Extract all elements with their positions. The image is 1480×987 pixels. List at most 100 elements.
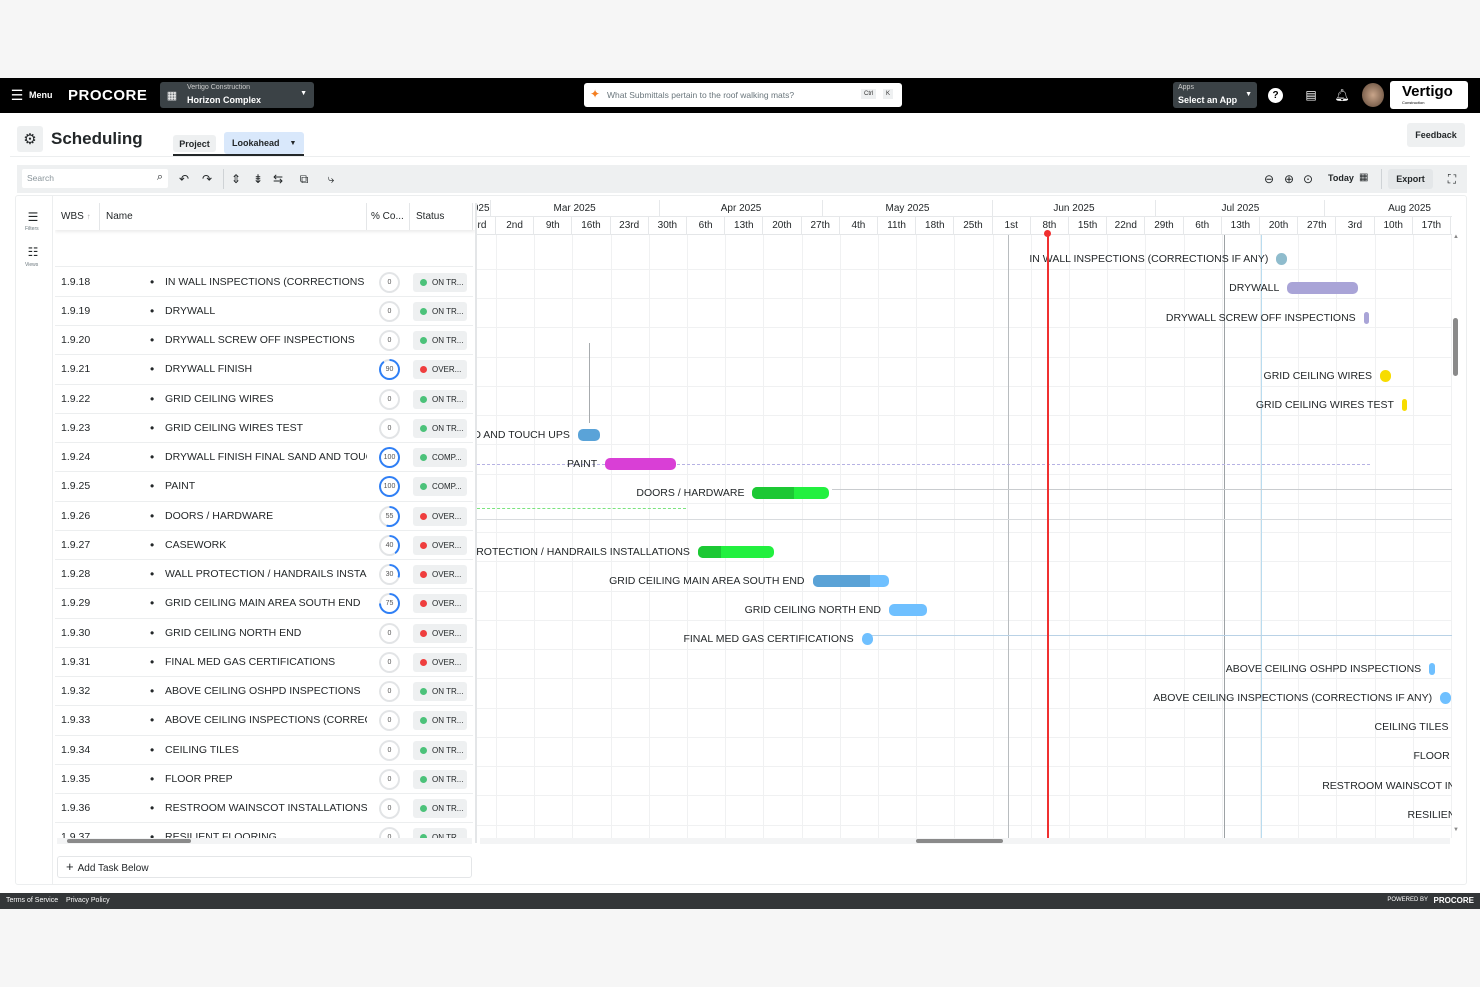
table-row[interactable]: 1.9.35 • FLOOR PREP 0 ON TR... bbox=[55, 765, 473, 795]
status-badge[interactable]: OVER... bbox=[413, 535, 467, 555]
tab-lookahead[interactable]: Lookahead ▼ bbox=[224, 132, 304, 154]
status-badge[interactable]: OVER... bbox=[413, 594, 467, 614]
table-row[interactable]: 1.9.32 • ABOVE CEILING OSHPD INSPECTIONS 0 O… bbox=[55, 677, 473, 707]
status-badge[interactable]: OVER... bbox=[413, 652, 467, 672]
table-row[interactable]: 1.9.37 • RESILIENT FLOORING 0 ON TR... bbox=[55, 823, 473, 838]
chat-icon[interactable]: ▤ bbox=[1305, 88, 1317, 102]
filter-icon[interactable]: ☰ bbox=[27, 210, 39, 224]
table-row[interactable]: 1.9.28 • WALL PROTECTION / HANDRAILS INSTA… bbox=[55, 560, 473, 590]
assist-search[interactable]: ✦ What Submittals pertain to the roof wa… bbox=[584, 83, 902, 107]
calendar-icon[interactable]: ▦ bbox=[1359, 172, 1369, 183]
task-name-cell[interactable]: DRYWALL FINISH bbox=[165, 363, 253, 376]
undo-icon[interactable]: ↶ bbox=[178, 172, 190, 186]
column-header-percent[interactable]: % Co... bbox=[367, 203, 410, 230]
task-name-cell[interactable]: DRYWALL SCREW OFF INSPECTIONS bbox=[165, 334, 355, 347]
status-badge[interactable]: COMP... bbox=[413, 448, 467, 468]
table-row[interactable]: 1.9.21 • DRYWALL FINISH 90 OVER... bbox=[55, 355, 473, 385]
status-badge[interactable]: ON TR... bbox=[413, 769, 467, 789]
task-name-cell[interactable]: DRYWALL bbox=[165, 304, 216, 317]
vertical-scroll-thumb[interactable] bbox=[1453, 318, 1458, 376]
table-row[interactable]: 1.9.34 • CEILING TILES 0 ON TR... bbox=[55, 736, 473, 765]
column-header-status[interactable]: Status bbox=[410, 203, 473, 230]
copy-view-icon[interactable]: ⧉ bbox=[299, 171, 309, 186]
column-header-name[interactable]: Name bbox=[100, 203, 367, 230]
gantt-bar[interactable] bbox=[1380, 370, 1391, 383]
gantt-bar[interactable] bbox=[697, 545, 775, 558]
gantt-bar[interactable] bbox=[812, 574, 889, 587]
table-row[interactable]: 1.9.20 • DRYWALL SCREW OFF INSPECTIONS 0 ON … bbox=[55, 326, 473, 356]
task-name-cell[interactable]: FLOOR PREP bbox=[165, 772, 233, 785]
zoom-fit-icon[interactable]: ⊙ bbox=[1302, 172, 1314, 186]
status-badge[interactable]: OVER... bbox=[413, 506, 467, 526]
status-badge[interactable]: OVER... bbox=[413, 360, 467, 380]
table-row[interactable]: 1.9.18 • IN WALL INSPECTIONS (CORRECTIONS … bbox=[55, 268, 473, 297]
project-selector[interactable]: ▦ Vertigo Construction Horizon Complex ▼ bbox=[160, 82, 314, 108]
zoom-in-icon[interactable]: ⊕ bbox=[1283, 172, 1295, 186]
gantt-bar[interactable] bbox=[752, 487, 829, 500]
help-icon[interactable]: ? bbox=[1268, 88, 1283, 103]
fullscreen-icon[interactable]: ⛶ bbox=[1447, 171, 1457, 186]
gantt-bar[interactable] bbox=[1440, 691, 1451, 704]
status-badge[interactable]: ON TR... bbox=[413, 301, 467, 321]
task-name-cell[interactable]: DRYWALL FINISH FINAL SAND AND TOUCH UPS bbox=[165, 451, 367, 464]
gantt-bar[interactable] bbox=[1276, 253, 1288, 265]
status-badge[interactable]: ON TR... bbox=[413, 740, 467, 760]
gantt-bar[interactable] bbox=[1287, 282, 1359, 295]
task-name-cell[interactable]: GRID CEILING NORTH END bbox=[165, 626, 302, 639]
column-header-wbs[interactable]: WBS ↑ bbox=[55, 203, 100, 230]
user-avatar[interactable] bbox=[1362, 83, 1384, 107]
procore-logo[interactable]: PROCORE bbox=[68, 87, 148, 104]
task-name-cell[interactable]: PAINT bbox=[165, 480, 196, 493]
task-name-cell[interactable]: ABOVE CEILING INSPECTIONS (CORRECTIONS I… bbox=[165, 714, 367, 727]
export-button[interactable]: Export bbox=[1388, 169, 1433, 189]
scroll-down-icon[interactable]: ▼ bbox=[1453, 827, 1459, 833]
table-row[interactable]: 1.9.22 • GRID CEILING WIRES 0 ON TR... bbox=[55, 385, 473, 414]
sort-asc-icon[interactable]: ↑ bbox=[86, 212, 91, 221]
tab-project[interactable]: Project bbox=[173, 135, 216, 152]
task-name-cell[interactable]: FINAL MED GAS CERTIFICATIONS bbox=[165, 655, 336, 668]
dependency-icon[interactable]: ⤷ bbox=[327, 171, 335, 186]
task-name-cell[interactable]: IN WALL INSPECTIONS (CORRECTIONS IF ANY) bbox=[165, 275, 367, 288]
expand-rows-icon[interactable]: ⇕ bbox=[230, 172, 242, 186]
table-row[interactable]: 1.9.27 • CASEWORK 40 OVER... bbox=[55, 531, 473, 561]
vertical-scrollbar[interactable]: ▲ ▼ bbox=[1453, 234, 1459, 837]
task-name-cell[interactable]: GRID CEILING WIRES bbox=[165, 392, 274, 405]
gantt-bar[interactable] bbox=[1363, 311, 1370, 324]
status-badge[interactable]: OVER... bbox=[413, 565, 467, 585]
task-name-cell[interactable]: ABOVE CEILING OSHPD INSPECTIONS bbox=[165, 685, 361, 698]
status-badge[interactable]: ON TR... bbox=[413, 272, 467, 292]
gantt-bar[interactable] bbox=[1401, 399, 1408, 412]
status-badge[interactable]: ON TR... bbox=[413, 389, 467, 409]
gantt-scroll-thumb[interactable] bbox=[916, 839, 1003, 843]
status-badge[interactable]: ON TR... bbox=[413, 711, 467, 731]
table-row[interactable]: 1.9.19 • DRYWALL 0 ON TR... bbox=[55, 297, 473, 326]
scroll-up-icon[interactable]: ▲ bbox=[1453, 234, 1459, 240]
status-badge[interactable]: ON TR... bbox=[413, 331, 467, 351]
app-selector[interactable]: Apps Select an App ▼ bbox=[1173, 82, 1257, 108]
zoom-out-icon[interactable]: ⊖ bbox=[1263, 172, 1275, 186]
status-badge[interactable]: ON TR... bbox=[413, 799, 467, 819]
table-row[interactable]: 1.9.23 • GRID CEILING WIRES TEST 0 ON TR... bbox=[55, 414, 473, 444]
task-name-cell[interactable]: RESTROOM WAINSCOT INSTALLATIONS bbox=[165, 802, 367, 815]
table-row[interactable]: 1.9.29 • GRID CEILING MAIN AREA SOUTH END 7… bbox=[55, 589, 473, 619]
gantt-bar[interactable] bbox=[888, 604, 928, 617]
status-badge[interactable]: OVER... bbox=[413, 623, 467, 643]
assist-search-input[interactable]: What Submittals pertain to the roof walk… bbox=[607, 90, 795, 100]
status-badge[interactable]: COMP... bbox=[413, 477, 467, 497]
status-badge[interactable]: ON TR... bbox=[413, 682, 467, 702]
bell-icon[interactable]: 🔔︎ bbox=[1334, 88, 1350, 102]
search-input[interactable]: Search ⌕ bbox=[22, 169, 168, 188]
table-row[interactable]: 1.9.33 • ABOVE CEILING INSPECTIONS (CORREC… bbox=[55, 706, 473, 736]
task-name-cell[interactable]: GRID CEILING MAIN AREA SOUTH END bbox=[165, 597, 361, 610]
gantt-horizontal-scrollbar[interactable] bbox=[480, 838, 1450, 844]
redo-icon[interactable]: ↷ bbox=[201, 172, 213, 186]
gantt-bar[interactable] bbox=[861, 633, 873, 646]
table-row[interactable]: 1.9.30 • GRID CEILING NORTH END 0 OVER... bbox=[55, 619, 473, 648]
table-row[interactable]: 1.9.26 • DOORS / HARDWARE 55 OVER... bbox=[55, 502, 473, 531]
gantt-bar[interactable] bbox=[605, 457, 677, 470]
menu-label[interactable]: Menu bbox=[29, 90, 53, 100]
gantt-bar[interactable] bbox=[577, 428, 600, 441]
gantt-bar[interactable] bbox=[1429, 662, 1435, 675]
table-row[interactable]: 1.9.36 • RESTROOM WAINSCOT INSTALLATIONS 0 O… bbox=[55, 794, 473, 824]
table-row[interactable]: 1.9.25 • PAINT 100 COMP... bbox=[55, 472, 473, 502]
